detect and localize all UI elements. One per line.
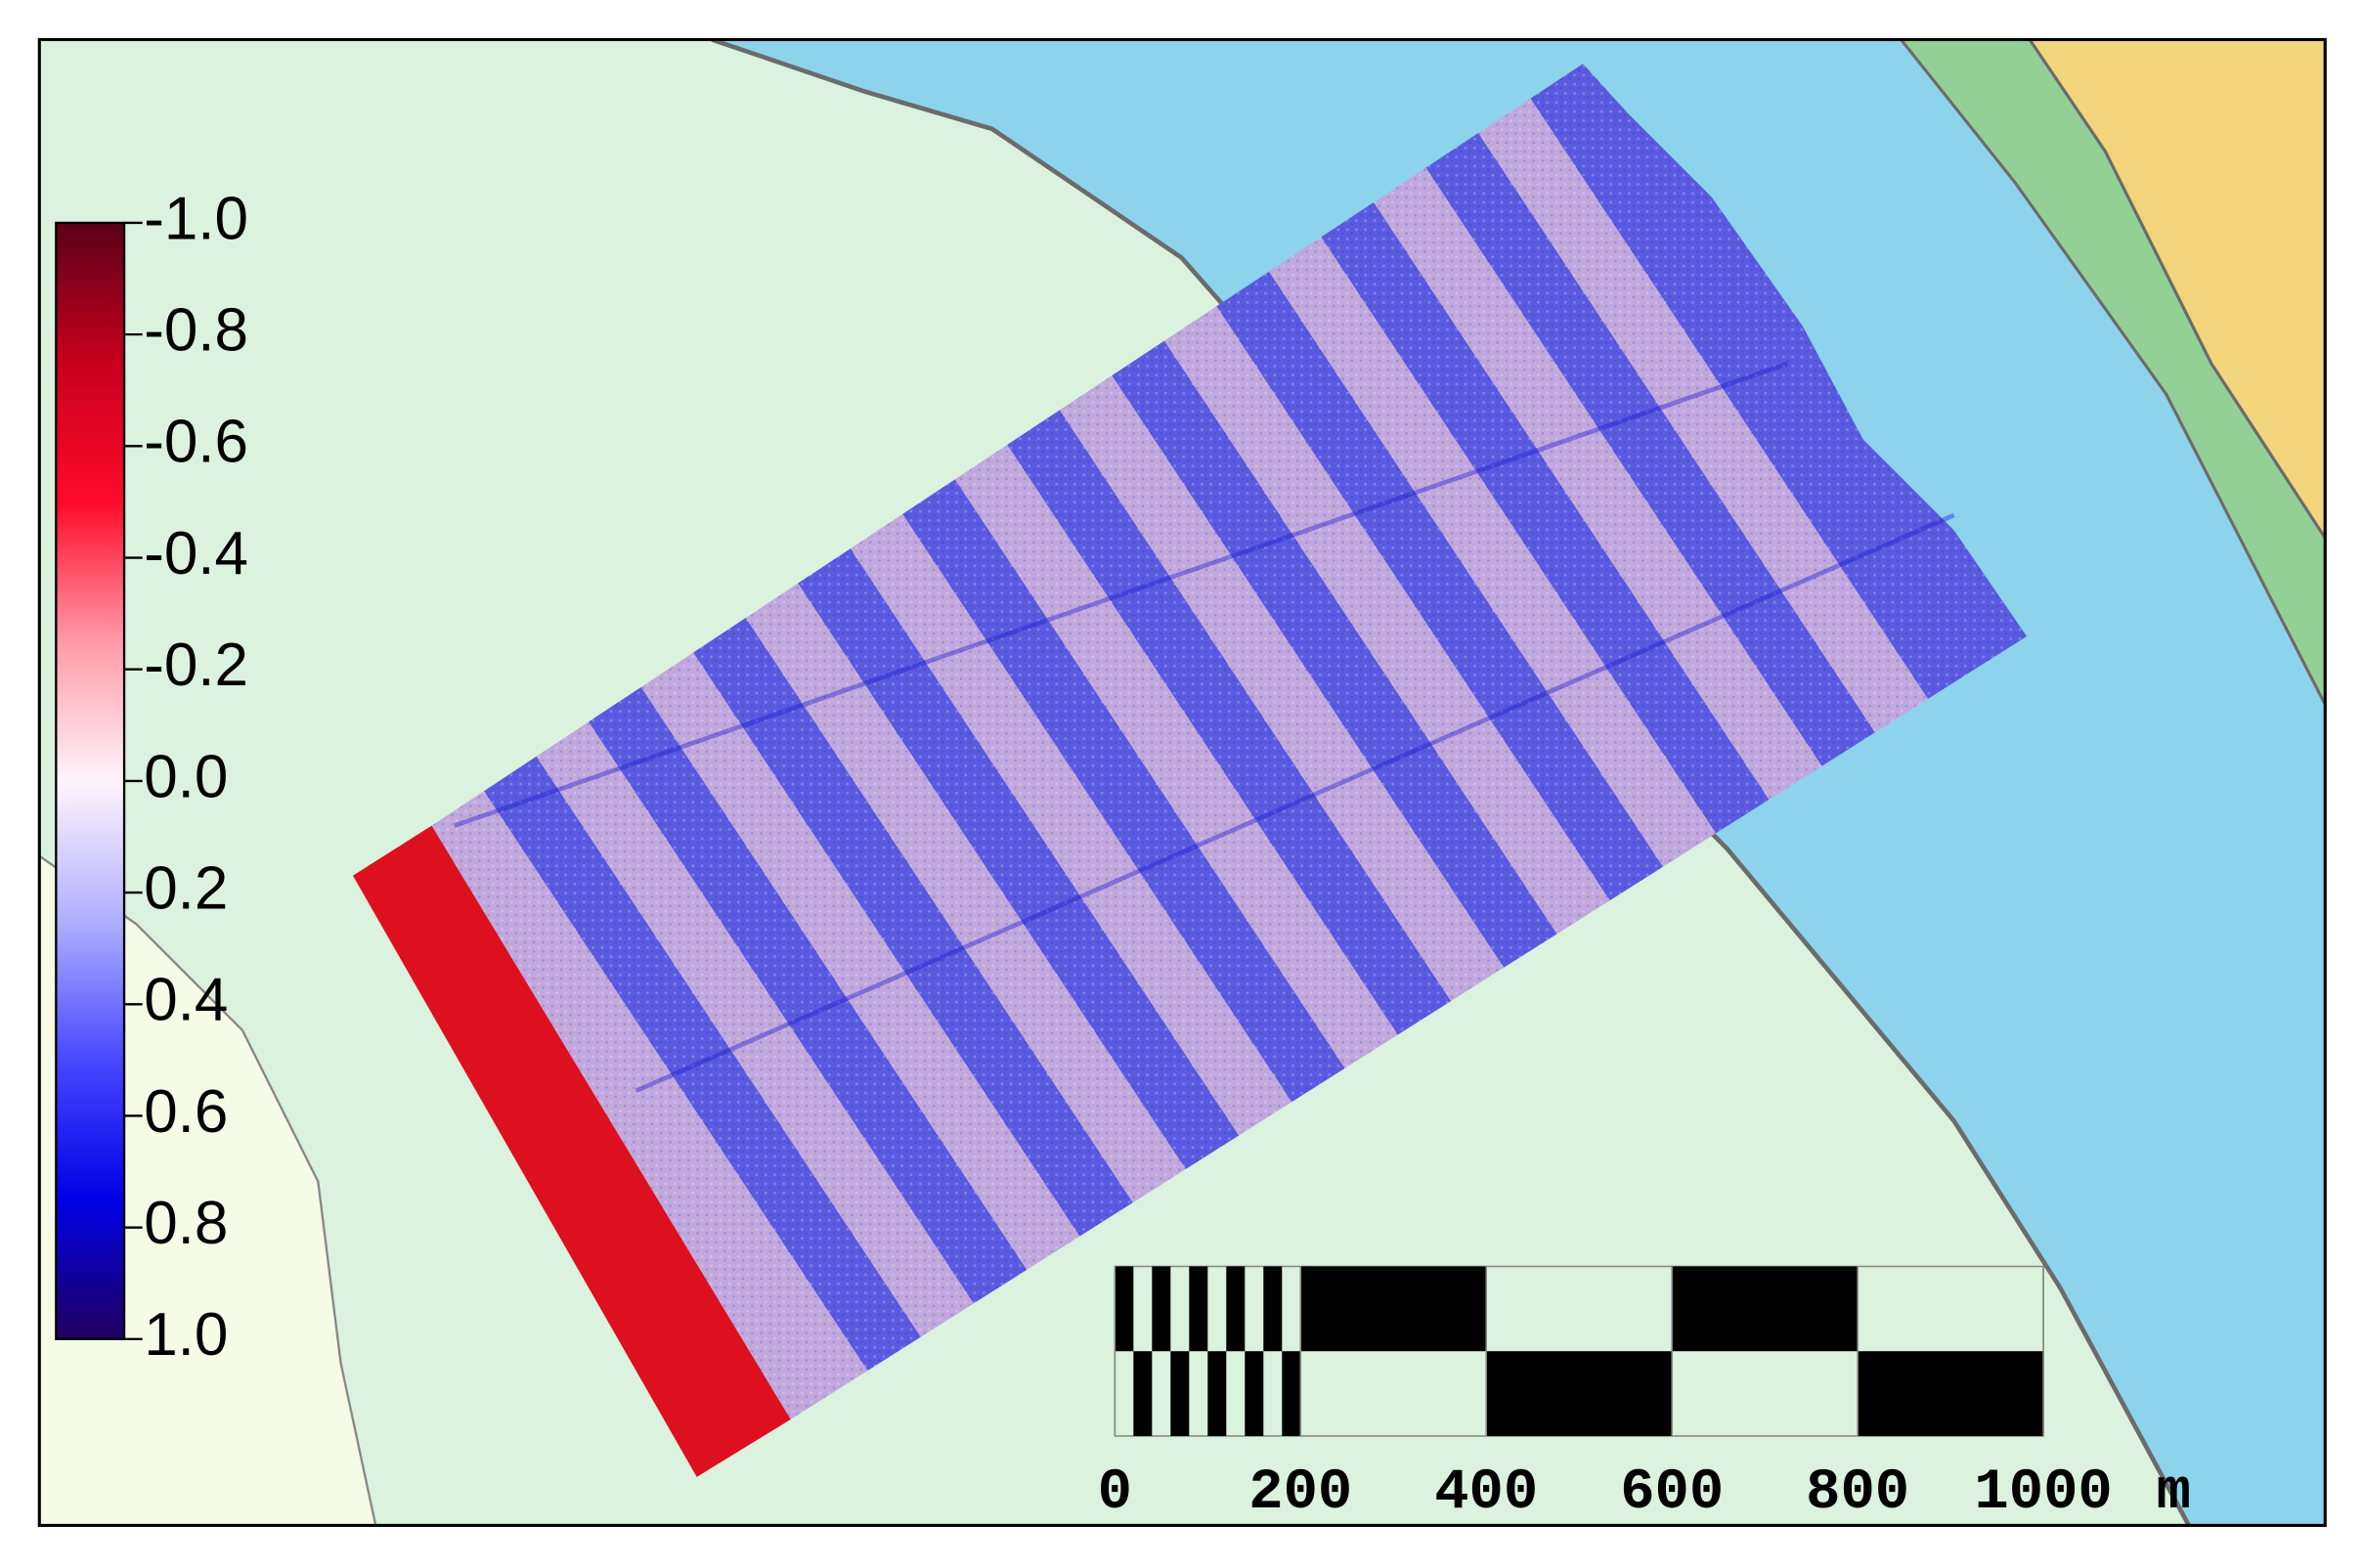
colorbar-tick-label: -0.6 — [144, 409, 248, 476]
scale-bar-label: 200 — [1248, 1459, 1352, 1525]
colorbar-ticks: -1.0 -0.8 -0.6 -0.4 -0.2 0.0 0.2 0.4 0.6 0.8 1.0 — [124, 185, 248, 1369]
scale-bar-segment — [1672, 1266, 1859, 1352]
scale-bar-segment — [1207, 1351, 1227, 1436]
colorbar-tick-label: -0.8 — [144, 297, 248, 365]
colorbar-tick-label: 1.0 — [144, 1301, 228, 1369]
scale-bar-unit: m — [2157, 1459, 2191, 1525]
basemap — [39, 39, 2326, 1526]
scale-bar-segment — [1133, 1351, 1153, 1436]
scale-bar-segment — [1858, 1351, 2044, 1436]
scale-bar-label: 400 — [1434, 1459, 1538, 1525]
colorbar-tick-label: 0.6 — [144, 1078, 228, 1146]
scale-bar-label: 1000 — [1974, 1459, 2112, 1525]
scale-bar-segment — [1226, 1266, 1246, 1352]
scale-bar-label: 600 — [1620, 1459, 1724, 1525]
scale-bar-segment — [1152, 1266, 1171, 1352]
scale-bar-segment — [1282, 1351, 1301, 1436]
colorbar-tick-label: 0.4 — [144, 967, 228, 1034]
colorbar-tick-label: -1.0 — [144, 185, 248, 252]
colorbar-tick-label: -0.2 — [144, 632, 248, 699]
colorbar-tick-label: 0.0 — [144, 743, 228, 810]
colorbar — [55, 221, 126, 1341]
survey-edge — [353, 825, 791, 1477]
colorbar-tick-label: 0.2 — [144, 854, 228, 922]
frame — [37, 37, 2327, 1527]
scale-bar-segment — [1189, 1266, 1208, 1352]
scale-bar-segment — [1245, 1351, 1264, 1436]
seam — [454, 361, 1955, 1093]
scale-bar-segment — [1170, 1351, 1190, 1436]
colorbar-tick-label: -0.4 — [144, 520, 248, 588]
terrace — [2028, 39, 2326, 542]
scale-bar-label: 0 — [1098, 1459, 1132, 1525]
colorbar-tick-label: 0.8 — [144, 1190, 228, 1257]
scale-bar-label: 800 — [1806, 1459, 1909, 1525]
scale-bar-segment — [1486, 1351, 1673, 1436]
scale-bar-segment — [1300, 1266, 1487, 1352]
scale-bar: 0 200 400 600 800 1000 m — [1098, 1265, 2191, 1525]
survey-texture — [431, 64, 2028, 1419]
river — [712, 39, 2326, 1526]
scale-bar-segment — [1263, 1266, 1283, 1352]
scale-bar-segment — [1115, 1266, 1134, 1352]
